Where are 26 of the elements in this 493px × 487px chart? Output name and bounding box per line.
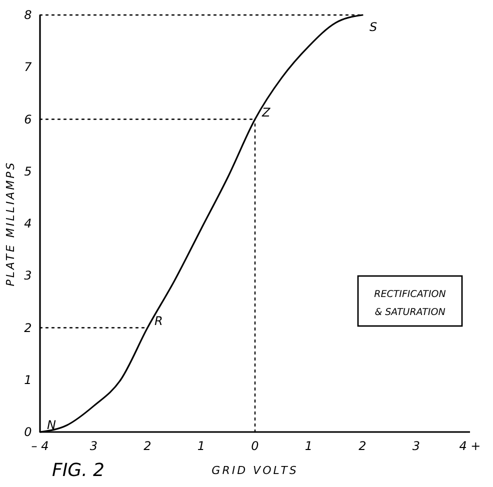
y-tick-label: 2 [24, 320, 32, 335]
annotation: R [154, 314, 163, 328]
x-tick-label: 2 [144, 439, 152, 453]
x-tick-label: 1 [197, 439, 206, 453]
y-axis-title: PLATE MILLIAMPS [4, 160, 17, 286]
y-tick-label: 8 [24, 8, 32, 22]
x-tick-label: 0 [251, 439, 260, 453]
annotation: N [47, 418, 56, 432]
y-tick-label: 3 [24, 268, 32, 283]
x-tick-label: 4 + [459, 439, 481, 453]
annotation: RECTIFICATION & SATURATION [374, 289, 446, 318]
y-tick-label: 7 [24, 60, 32, 74]
annotation: Z [261, 105, 271, 120]
y-tick-label: 5 [24, 164, 32, 178]
x-tick-label: 1 [304, 439, 313, 453]
y-tick-label: 4 [24, 216, 32, 230]
y-tick-label: 1 [24, 372, 32, 387]
x-axis-title: GRID VOLTS [212, 464, 298, 477]
annotation: S [370, 20, 378, 34]
x-tick-label: 3 [412, 439, 420, 453]
y-tick-label: 0 [24, 425, 32, 439]
y-tick-label: 6 [24, 112, 32, 126]
x-tick-label: – 4 [31, 439, 49, 453]
caption: FIG. 2 [52, 460, 105, 481]
x-tick-label: 2 [358, 439, 366, 453]
x-tick-label: 3 [90, 439, 98, 453]
